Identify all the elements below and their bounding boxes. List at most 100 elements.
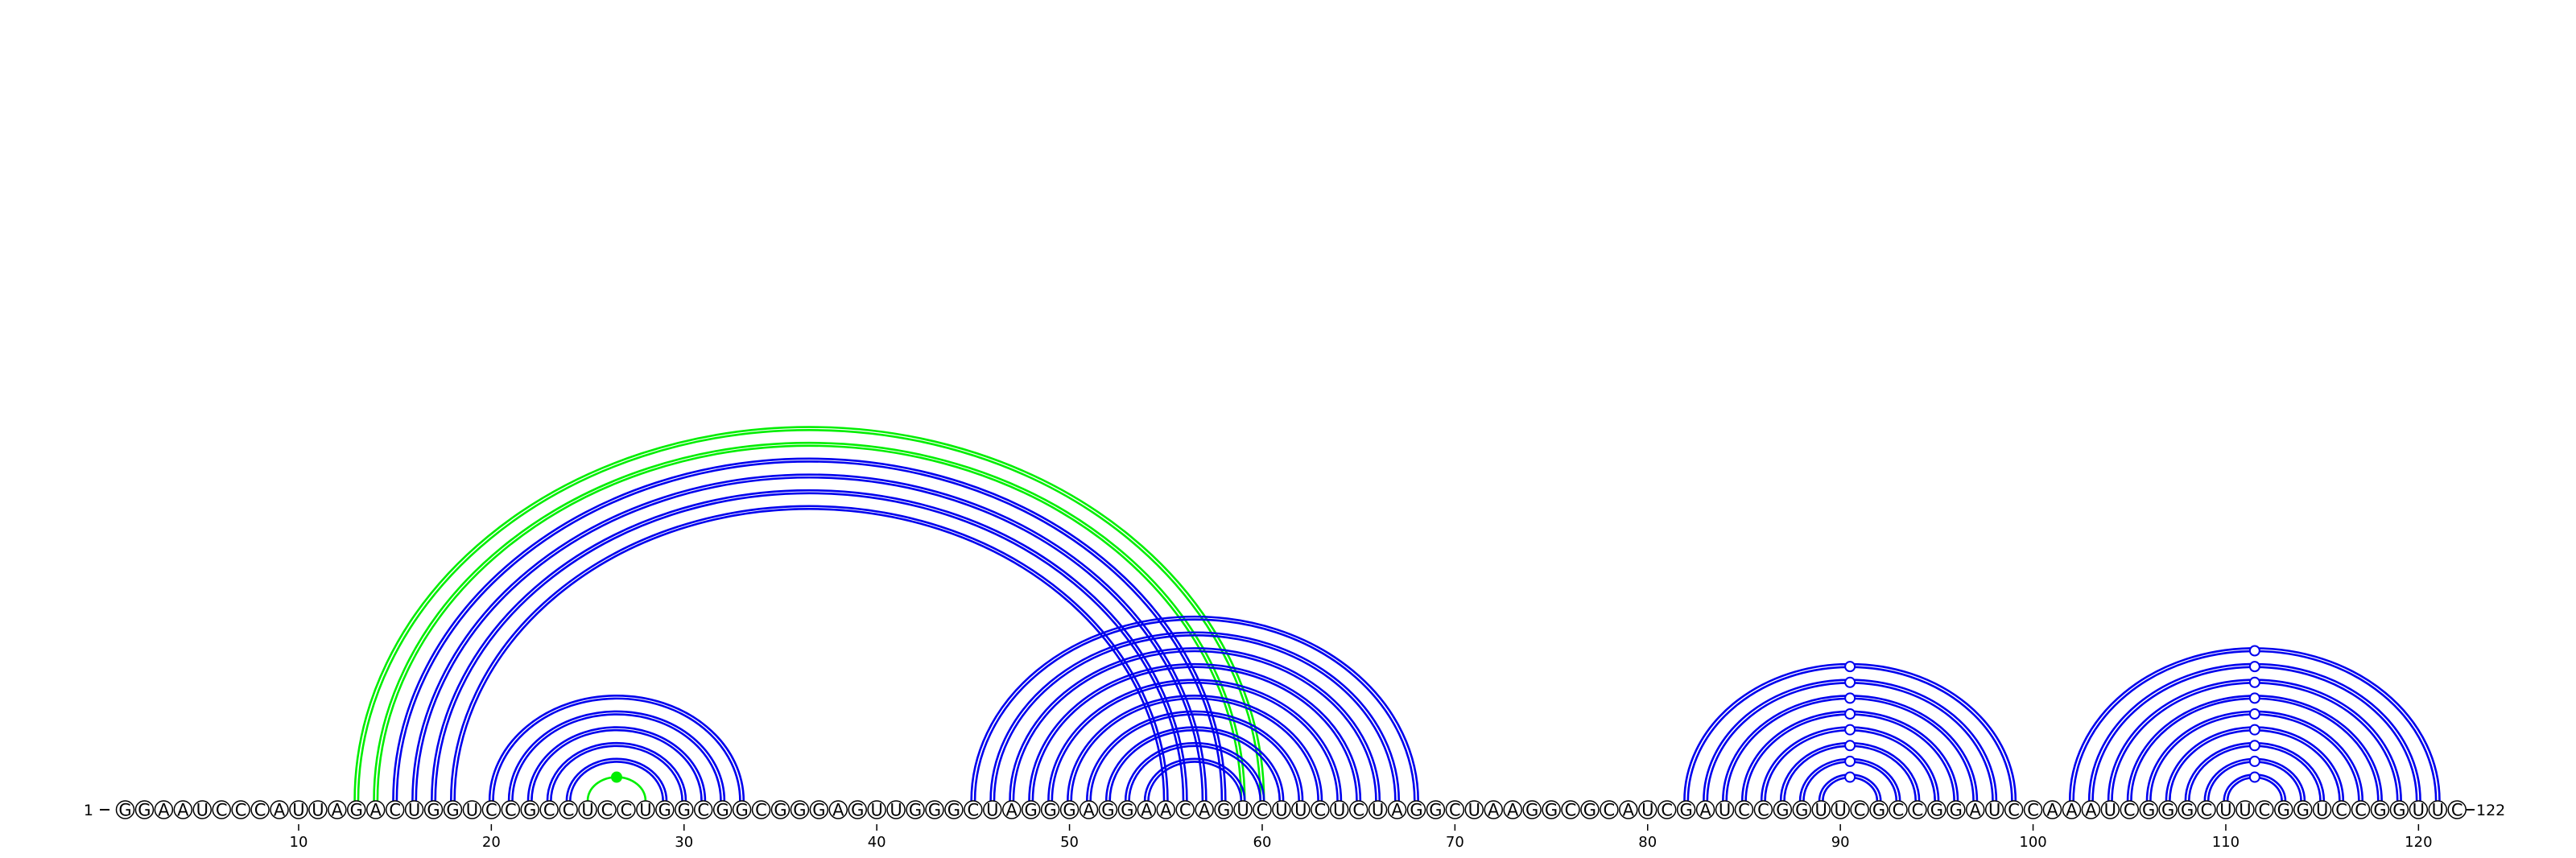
nucleotide: C <box>1600 801 1618 820</box>
arc-apex-marker <box>1845 693 1855 703</box>
arc-apex-marker <box>2250 709 2260 719</box>
nucleotide: U <box>309 801 327 820</box>
nucleotide: C <box>2120 801 2138 820</box>
nucleotide-letter: C <box>1893 801 1905 820</box>
nucleotide-letter: G <box>793 801 806 820</box>
nucleotide-letter: G <box>1025 801 1038 820</box>
nucleotide: U <box>1369 801 1387 820</box>
nucleotide: G <box>1022 801 1040 820</box>
nucleotide: G <box>1581 801 1599 820</box>
nucleotide-letter: U <box>1468 801 1480 820</box>
nucleotide: C <box>598 801 616 820</box>
nucleotide: G <box>1773 801 1791 820</box>
nucleotide: A <box>1967 801 1984 820</box>
nucleotide-letter: G <box>735 801 748 820</box>
tick-label: 70 <box>1446 834 1464 851</box>
nucleotide: C <box>2352 801 2370 820</box>
nucleotide-letter: G <box>947 801 960 820</box>
nucleotide-letter: C <box>254 801 266 820</box>
base-pair-arc <box>1145 759 1245 801</box>
nucleotide: G <box>791 801 808 820</box>
nucleotide-letter: C <box>601 801 613 820</box>
nucleotide: C <box>1350 801 1368 820</box>
nucleotide-letter: A <box>1006 801 1018 820</box>
nucleotide: G <box>1042 801 1059 820</box>
nucleotide: G <box>2140 801 2157 820</box>
tick-label: 20 <box>482 834 501 851</box>
nucleotide-letter: C <box>755 801 767 820</box>
arc-apex-marker <box>2250 646 2260 656</box>
nucleotide: C <box>2198 801 2215 820</box>
nucleotide-letter: A <box>2066 801 2078 820</box>
nucleotide-letter: U <box>890 801 902 820</box>
nucleotide: C <box>1851 801 1868 820</box>
arc-apex-marker <box>2250 678 2260 687</box>
nucleotide: G <box>675 801 693 820</box>
nucleotide-letter: A <box>2085 801 2097 820</box>
nucleotide-letter: C <box>2451 801 2463 820</box>
nucleotide: C <box>1253 801 1271 820</box>
nucleotide: C <box>1754 801 1772 820</box>
nucleotide: G <box>1426 801 1444 820</box>
nucleotide: U <box>1639 801 1657 820</box>
nucleotide: G <box>1215 801 1232 820</box>
nucleotide: G <box>733 801 751 820</box>
nucleotide: C <box>2333 801 2351 820</box>
arc-apex-marker <box>1845 757 1855 766</box>
nucleotide-letter: A <box>1160 801 1172 820</box>
nucleotide-letter: G <box>1121 801 1133 820</box>
arc-apex-marker <box>2250 693 2260 703</box>
nucleotide-letter: U <box>870 801 882 820</box>
nucleotide: A <box>155 801 172 820</box>
nucleotide: U <box>2409 801 2427 820</box>
nucleotide-letter: C <box>2027 801 2039 820</box>
nucleotide-letter: U <box>1815 801 1827 820</box>
nucleotide-letter: A <box>1623 801 1635 820</box>
nucleotide-letter: A <box>274 801 286 820</box>
nucleotide-letter: A <box>2046 801 2058 820</box>
nucleotide: U <box>2429 801 2446 820</box>
nucleotide: C <box>1562 801 1579 820</box>
nucleotide-letter: U <box>2239 801 2251 820</box>
nucleotide-letter: G <box>1583 801 1596 820</box>
nucleotide: C <box>1658 801 1676 820</box>
nucleotide: U <box>406 801 423 820</box>
nucleotide-letter: C <box>389 801 401 820</box>
nucleotide-letter: U <box>292 801 304 820</box>
nucleotide: C <box>1909 801 1926 820</box>
nucleotide-letter: A <box>177 801 189 820</box>
nucleotide-letter: U <box>1333 801 1345 820</box>
nucleotide-letter: U <box>1834 801 1846 820</box>
nucleotide-letter: G <box>812 801 825 820</box>
sequence-end-label: 122 <box>2476 802 2505 819</box>
nucleotide-letter: G <box>138 801 151 820</box>
nucleotide: A <box>2044 801 2062 820</box>
arc-apex-marker <box>1845 662 1855 671</box>
nucleotide-letter: G <box>2392 801 2405 820</box>
nucleotide-letter: G <box>2181 801 2194 820</box>
nucleotide: U <box>984 801 1001 820</box>
nucleotide: C <box>1735 801 1752 820</box>
tick-label: 110 <box>2212 834 2240 851</box>
nucleotide: A <box>328 801 346 820</box>
nucleotide-letter: G <box>1545 801 1558 820</box>
nucleotide: U <box>1831 801 1849 820</box>
nucleotide-letter: U <box>312 801 324 820</box>
nucleotide: U <box>868 801 886 820</box>
nucleotide-letter: A <box>1699 801 1711 820</box>
nucleotide: C <box>213 801 230 820</box>
tick-label: 80 <box>1638 834 1657 851</box>
nucleotide-letter: C <box>2355 801 2367 820</box>
tick-label: 30 <box>675 834 693 851</box>
base-pair-arc <box>355 427 1265 801</box>
nucleotide-letter: C <box>216 801 228 820</box>
nucleotide: C <box>2005 801 2023 820</box>
nucleotide-letter: U <box>1236 801 1249 820</box>
nucleotide: C <box>1446 801 1463 820</box>
arc-apex-marker <box>1845 725 1855 735</box>
nucleotide: U <box>193 801 211 820</box>
tick-label: 120 <box>2405 834 2432 851</box>
nucleotide: A <box>1003 801 1021 820</box>
nucleotide-letter: G <box>1043 801 1056 820</box>
nucleotide: A <box>367 801 385 820</box>
